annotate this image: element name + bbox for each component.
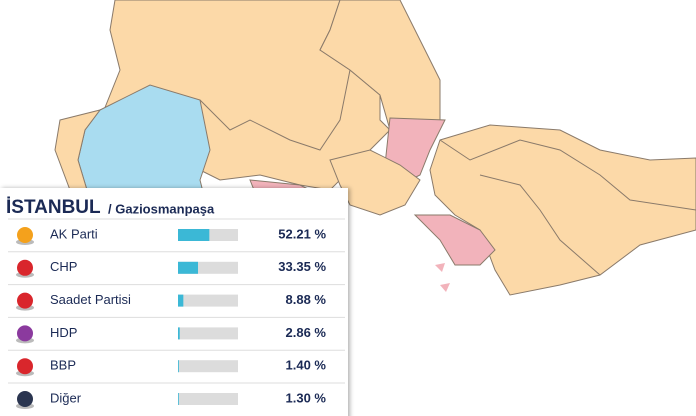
party-icon xyxy=(17,325,33,342)
value-label: 1.30 % xyxy=(286,390,327,405)
party-name: Diğer xyxy=(50,390,82,405)
bar xyxy=(178,360,179,373)
bar xyxy=(178,261,199,274)
party-icon xyxy=(17,358,33,375)
bar xyxy=(178,294,184,307)
bar-track xyxy=(178,393,238,405)
party-icon xyxy=(17,227,33,243)
value-label: 1.40 % xyxy=(286,358,327,373)
party-name: HDP xyxy=(50,325,77,340)
bar xyxy=(178,229,210,241)
party-name: AK Parti xyxy=(50,226,98,241)
value-label: 8.88 % xyxy=(286,292,327,307)
bar xyxy=(178,327,180,340)
value-label: 52.21 % xyxy=(278,226,326,241)
panel-title: İSTANBUL xyxy=(6,197,101,218)
party-icon xyxy=(17,292,33,309)
bar-track xyxy=(178,360,238,373)
panel-bg xyxy=(0,188,348,416)
party-name: BBP xyxy=(50,358,76,373)
party-name: Saadet Partisi xyxy=(50,292,131,307)
value-label: 33.35 % xyxy=(278,259,326,274)
bar xyxy=(178,393,179,405)
panel-subtitle: / Gaziosmanpaşa xyxy=(108,201,215,216)
bar-track xyxy=(178,294,238,307)
party-name: CHP xyxy=(50,259,77,274)
party-icon xyxy=(17,259,33,276)
party-icon xyxy=(17,391,33,407)
bar-track xyxy=(178,327,238,340)
value-label: 2.86 % xyxy=(286,325,327,340)
